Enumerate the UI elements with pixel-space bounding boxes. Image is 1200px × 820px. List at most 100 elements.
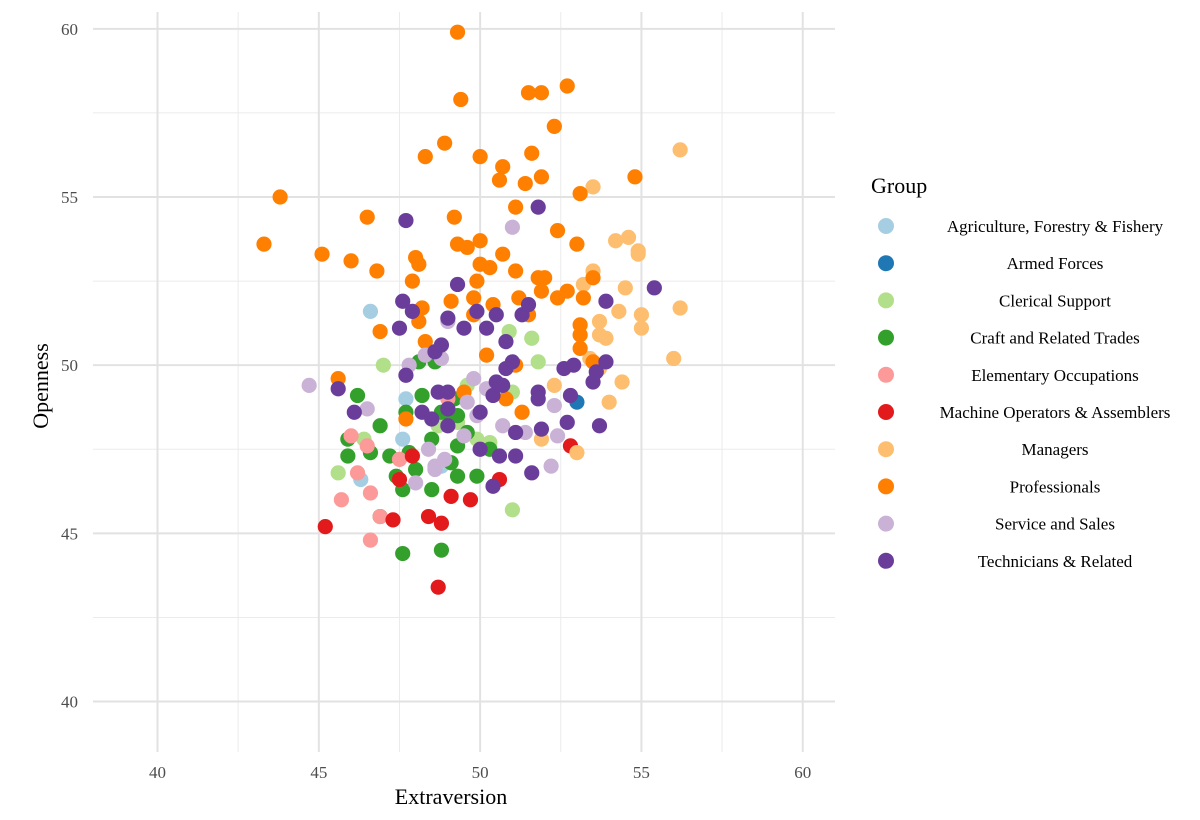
point-managers xyxy=(585,179,601,195)
point-technicians-related xyxy=(566,357,582,373)
point-clerical-support xyxy=(330,465,346,481)
point-technicians-related xyxy=(508,448,524,464)
legend-title: Group xyxy=(871,173,927,198)
point-professionals xyxy=(508,263,524,279)
point-professionals xyxy=(469,273,485,289)
point-agriculture-forestry-fishery xyxy=(395,431,411,447)
point-technicians-related xyxy=(485,478,501,494)
point-professionals xyxy=(417,334,433,350)
point-service-and-sales xyxy=(301,377,317,393)
point-technicians-related xyxy=(562,387,579,404)
point-managers xyxy=(666,350,682,367)
point-professionals xyxy=(417,149,433,165)
x-tick-label: 55 xyxy=(633,763,650,782)
point-technicians-related xyxy=(530,391,546,407)
point-professionals xyxy=(585,270,601,286)
point-technicians-related xyxy=(508,424,524,441)
legend-key-machine-operators-assemblers xyxy=(878,404,894,420)
point-professionals xyxy=(404,273,420,289)
point-technicians-related xyxy=(524,465,540,481)
point-managers xyxy=(620,229,637,245)
point-technicians-related xyxy=(469,303,485,319)
x-tick-label: 40 xyxy=(149,763,166,782)
point-managers xyxy=(630,246,646,262)
point-professionals xyxy=(572,186,588,202)
point-machine-operators-assemblers xyxy=(420,508,437,525)
point-professionals xyxy=(524,145,540,161)
point-managers xyxy=(591,313,608,330)
point-elementary-occupations xyxy=(359,438,375,454)
point-technicians-related xyxy=(498,334,514,350)
y-tick-label: 45 xyxy=(61,524,78,543)
point-technicians-related xyxy=(646,280,662,296)
legend-label-elementary-occupations: Elementary Occupations xyxy=(971,366,1139,385)
legend-key-armed-forces xyxy=(878,255,894,272)
point-elementary-occupations xyxy=(349,465,366,481)
y-axis-ticks: 40 45 50 55 60 xyxy=(61,20,78,712)
point-professionals xyxy=(437,135,453,151)
point-managers xyxy=(608,233,624,249)
point-machine-operators-assemblers xyxy=(317,519,333,535)
point-craft-and-related-trades xyxy=(340,448,356,464)
legend-label-managers: Managers xyxy=(1021,440,1088,459)
y-tick-label: 55 xyxy=(61,188,78,207)
point-service-and-sales xyxy=(543,458,559,474)
point-professionals xyxy=(572,340,588,356)
point-elementary-occupations xyxy=(391,451,408,467)
point-technicians-related xyxy=(440,310,456,326)
point-elementary-occupations xyxy=(343,428,359,444)
point-agriculture-forestry-fishery xyxy=(362,303,379,319)
x-axis-ticks: 40 45 50 55 60 xyxy=(149,763,811,782)
point-technicians-related xyxy=(485,387,501,404)
legend-key-elementary-occupations xyxy=(878,366,894,383)
point-clerical-support xyxy=(530,354,546,370)
legend-label-craft-and-related-trades: Craft and Related Trades xyxy=(970,329,1140,348)
point-service-and-sales xyxy=(549,428,566,444)
point-professionals xyxy=(572,327,588,343)
y-tick-label: 40 xyxy=(61,693,78,712)
point-technicians-related xyxy=(395,293,411,309)
point-technicians-related xyxy=(520,297,537,313)
point-professionals xyxy=(272,189,288,205)
point-technicians-related xyxy=(424,411,440,427)
point-service-and-sales xyxy=(359,401,375,417)
data-points xyxy=(256,24,688,595)
point-professionals xyxy=(514,404,530,420)
point-technicians-related xyxy=(404,303,420,319)
legend-label-technicians-related: Technicians & Related xyxy=(978,552,1133,571)
legend-key-agriculture-forestry-fishery xyxy=(878,218,894,234)
point-professionals xyxy=(498,391,514,407)
point-professionals xyxy=(256,236,272,252)
point-professionals xyxy=(482,260,498,276)
point-professionals xyxy=(533,283,550,299)
point-professionals xyxy=(575,290,591,306)
point-professionals xyxy=(537,270,553,286)
legend-label-agriculture-forestry-fishery: Agriculture, Forestry & Fishery xyxy=(947,217,1164,236)
point-professionals xyxy=(453,91,469,108)
point-service-and-sales xyxy=(504,219,520,235)
point-managers xyxy=(611,303,627,319)
point-technicians-related xyxy=(598,354,614,370)
point-technicians-related xyxy=(456,320,472,336)
point-service-and-sales xyxy=(408,475,424,491)
point-technicians-related xyxy=(440,401,456,417)
point-technicians-related xyxy=(398,367,414,383)
point-professionals xyxy=(449,24,466,40)
point-service-and-sales xyxy=(437,451,453,467)
legend-key-craft-and-related-trades xyxy=(878,329,894,346)
point-professionals xyxy=(369,263,385,279)
point-technicians-related xyxy=(488,307,504,323)
point-professionals xyxy=(627,169,643,185)
point-clerical-support xyxy=(375,357,391,373)
point-technicians-related xyxy=(585,374,601,390)
point-machine-operators-assemblers xyxy=(391,471,408,488)
point-elementary-occupations xyxy=(362,485,379,501)
point-technicians-related xyxy=(598,293,614,309)
point-managers xyxy=(569,445,585,461)
point-professionals xyxy=(517,175,533,192)
point-technicians-related xyxy=(440,384,456,400)
point-managers xyxy=(601,394,617,410)
point-service-and-sales xyxy=(466,371,482,387)
point-technicians-related xyxy=(472,404,488,420)
point-professionals xyxy=(398,411,414,427)
